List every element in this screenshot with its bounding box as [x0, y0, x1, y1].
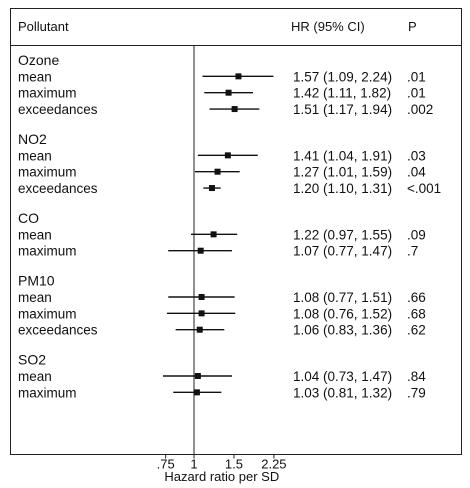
p-value: .01 [407, 69, 426, 84]
header-hr-ci: HR (95% CI) [291, 19, 365, 34]
hr-ci-value: 1.07 (0.77, 1.47) [293, 244, 392, 259]
row-label: maximum [18, 86, 77, 101]
p-value: .002 [407, 102, 433, 117]
hr-ci-value: 1.41 (1.04, 1.91) [293, 148, 392, 163]
group-label: PM10 [18, 273, 55, 289]
group-label: NO2 [18, 131, 47, 147]
x-tick-label: 1.5 [225, 457, 243, 472]
point-estimate [225, 89, 232, 96]
row-label: exceedances [18, 323, 98, 338]
hr-ci-value: 1.08 (0.77, 1.51) [293, 290, 392, 305]
p-value: .01 [407, 86, 426, 101]
hr-ci-value: 1.22 (0.97, 1.55) [293, 227, 392, 242]
p-value: .03 [407, 148, 426, 163]
row-label: exceedances [18, 181, 98, 196]
row-label: mean [18, 227, 52, 242]
x-tick-label: 1 [190, 457, 197, 472]
group-label: SO2 [18, 352, 46, 368]
hr-ci-value: 1.57 (1.09, 2.24) [293, 69, 392, 84]
row-label: maximum [18, 385, 77, 400]
hr-ci-value: 1.03 (0.81, 1.32) [293, 385, 392, 400]
row-label: mean [18, 69, 52, 84]
p-value: <.001 [407, 181, 441, 196]
hr-ci-value: 1.04 (0.73, 1.47) [293, 369, 392, 384]
x-tick-label: 2.25 [261, 457, 286, 472]
group-label: Ozone [18, 52, 59, 68]
row-label: exceedances [18, 102, 98, 117]
p-value: .68 [407, 306, 426, 321]
hr-ci-value: 1.06 (0.83, 1.36) [293, 323, 392, 338]
point-estimate [210, 231, 217, 238]
p-value: .09 [407, 227, 426, 242]
point-estimate [196, 326, 203, 333]
point-estimate [194, 373, 201, 379]
header-p: P [408, 19, 417, 34]
x-axis-label: Hazard ratio per SD [164, 469, 279, 484]
hr-ci-value: 1.42 (1.11, 1.82) [293, 86, 391, 101]
row-label: mean [18, 148, 52, 163]
p-value: .79 [407, 385, 426, 400]
point-estimate [193, 389, 200, 396]
x-axis: .75 1 1.5 2.25 [157, 454, 287, 472]
hr-ci-value: 1.27 (1.01, 1.59) [293, 165, 392, 180]
point-estimate [231, 106, 238, 113]
row-label: maximum [18, 165, 77, 180]
group-label: CO [18, 210, 39, 226]
hr-ci-value: 1.08 (0.76, 1.52) [293, 306, 392, 321]
p-value: .84 [407, 369, 426, 384]
point-estimate [224, 152, 231, 159]
point-estimate [214, 168, 221, 175]
p-value: .04 [407, 165, 426, 180]
hr-ci-value: 1.51 (1.17, 1.94) [293, 102, 392, 117]
row-label: maximum [18, 244, 77, 259]
point-estimate [235, 73, 242, 80]
p-value: .62 [407, 323, 426, 338]
point-estimate [198, 310, 205, 317]
row-label: mean [18, 369, 52, 384]
x-tick-label: .75 [157, 457, 175, 472]
p-value: .7 [407, 244, 418, 259]
row-label: maximum [18, 306, 77, 321]
hr-ci-value: 1.20 (1.10, 1.31) [293, 181, 392, 196]
point-estimate [197, 247, 204, 254]
point-estimate [208, 185, 215, 192]
header-pollutant: Pollutant [18, 19, 69, 34]
row-label: mean [18, 290, 52, 305]
p-value: .66 [407, 290, 426, 305]
point-estimate [198, 294, 205, 300]
